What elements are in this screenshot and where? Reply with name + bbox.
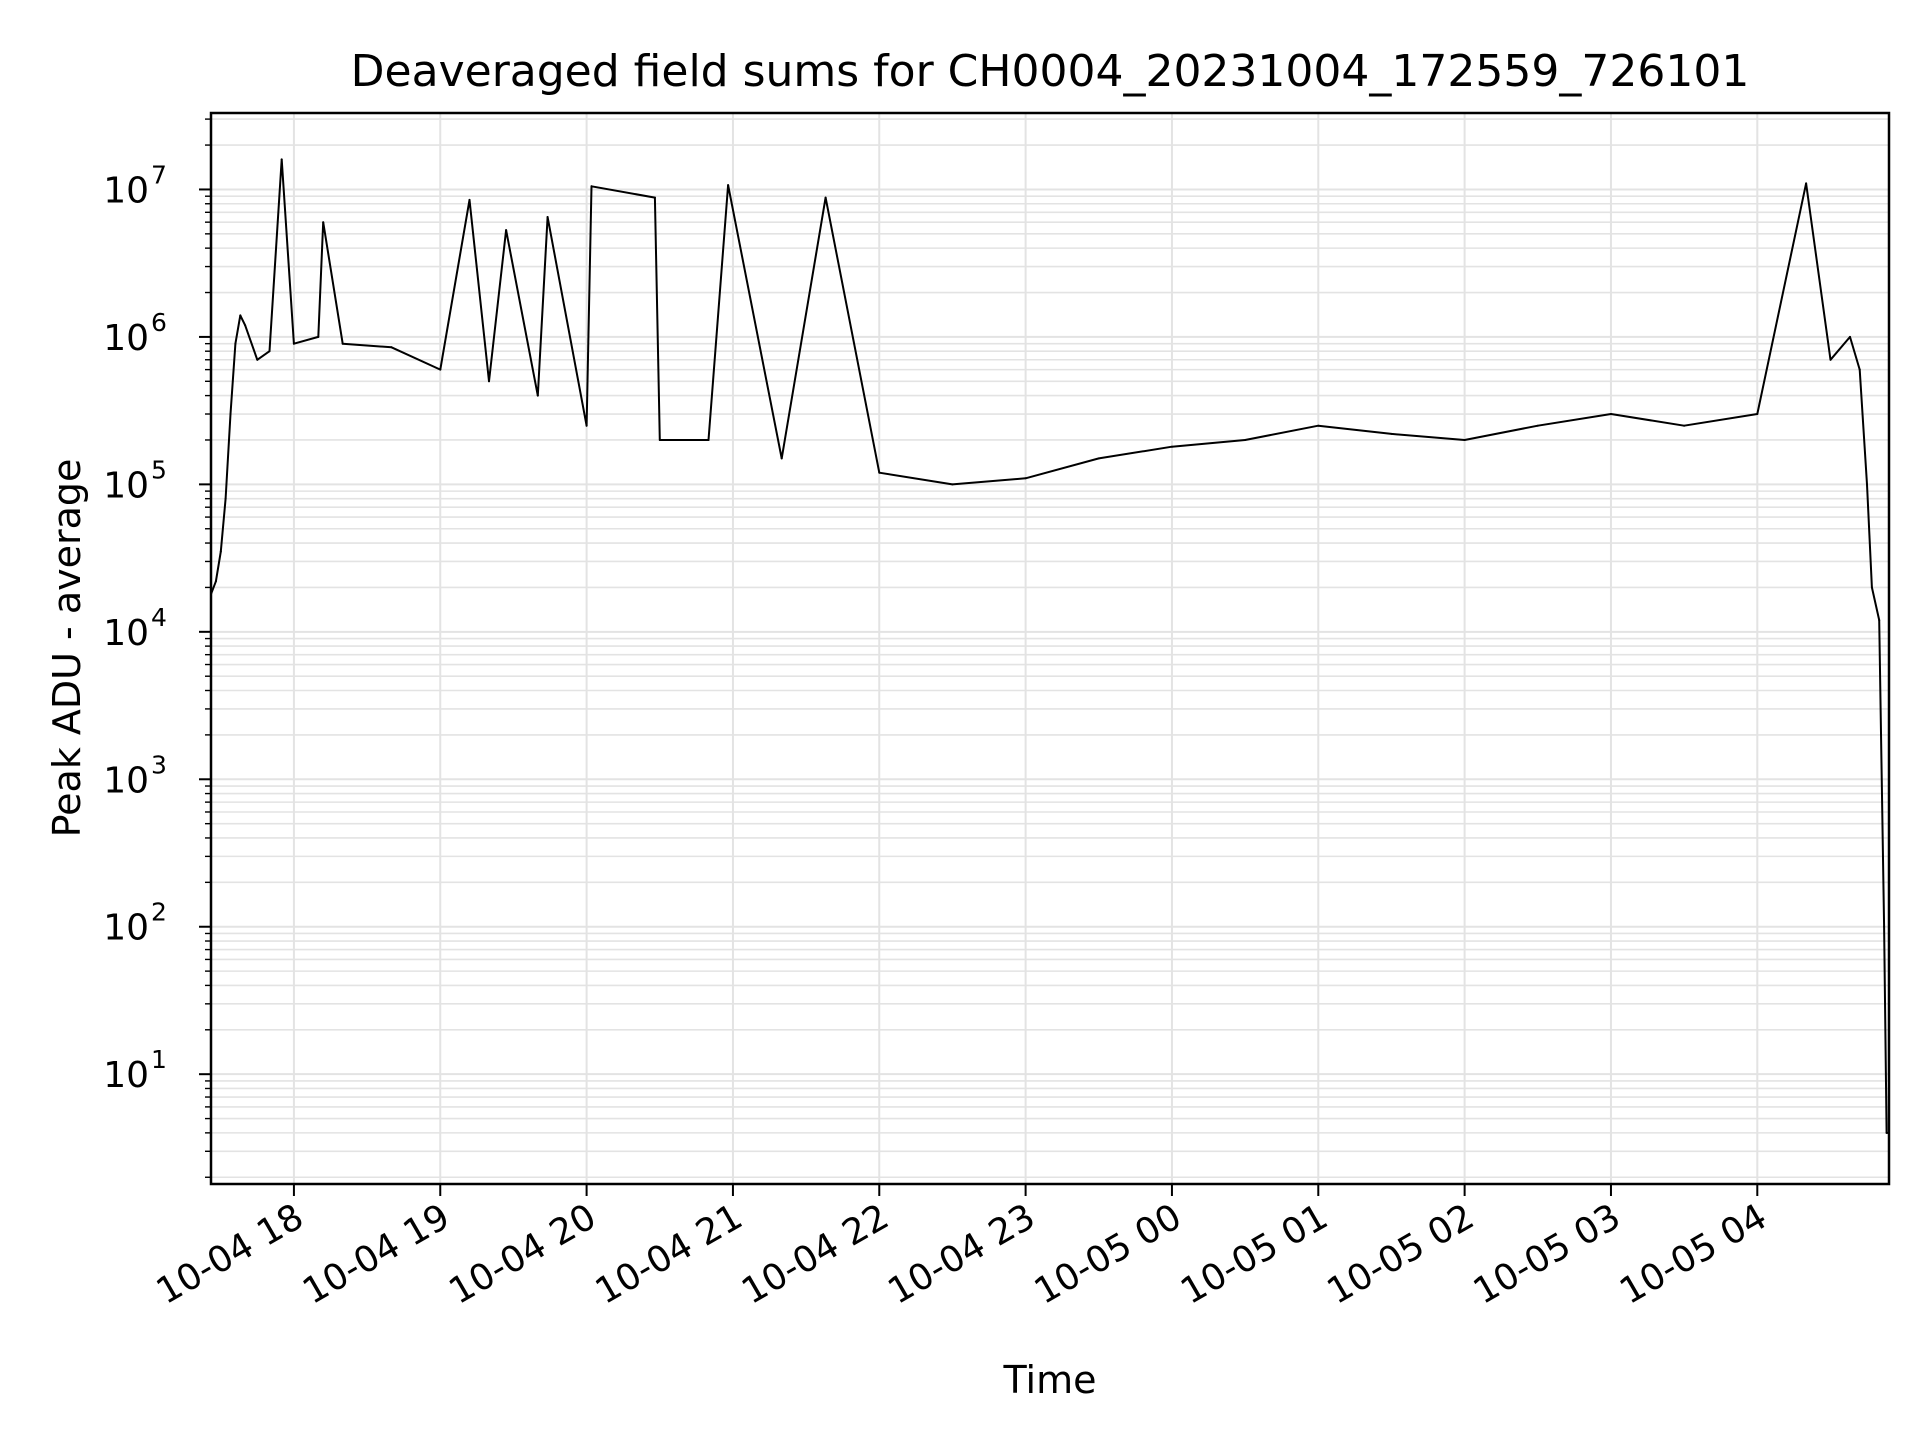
data-point [390, 346, 393, 349]
data-point [1878, 619, 1881, 622]
data-point [1317, 424, 1320, 427]
y-tick-label: 10 3 [103, 750, 167, 801]
y-tick-exponent: 1 [151, 1045, 167, 1074]
data-point [322, 221, 325, 224]
y-tick-base: 10 [103, 465, 149, 506]
data-point [1463, 439, 1466, 441]
y-tick-base: 10 [103, 613, 149, 654]
data-point [727, 184, 730, 187]
data-point [219, 550, 222, 553]
data-point [653, 196, 656, 199]
data-point [229, 413, 232, 415]
data-point [280, 158, 283, 161]
y-tick-exponent: 5 [151, 455, 167, 484]
data-point [546, 216, 549, 218]
chart-title: Deaveraged field sums for CH0004_2023100… [351, 46, 1750, 97]
data-point [1610, 413, 1612, 415]
data-point [1849, 335, 1851, 338]
data-point [1390, 432, 1393, 435]
y-tick-label: 10 2 [103, 898, 167, 949]
data-point [590, 185, 593, 188]
data-point [239, 314, 242, 317]
data-point [234, 342, 237, 345]
y-tick-base: 10 [103, 318, 149, 359]
data-point [468, 198, 471, 201]
y-tick-exponent: 3 [151, 750, 167, 779]
data-point [268, 350, 271, 353]
data-point [439, 368, 442, 371]
data-point [1756, 413, 1759, 415]
data-point [1536, 424, 1539, 427]
data-point [824, 196, 827, 199]
data-point [1097, 457, 1100, 460]
data-point [878, 471, 881, 474]
y-tick-base: 10 [103, 908, 149, 949]
y-tick-label: 10 5 [103, 455, 167, 506]
data-point [658, 439, 661, 441]
data-point [224, 497, 227, 500]
data-point [317, 335, 320, 338]
data-point [256, 358, 259, 361]
y-tick-exponent: 2 [151, 898, 167, 927]
data-point [536, 394, 539, 397]
data-point [1683, 424, 1686, 427]
data-point [585, 424, 588, 427]
y-tick-exponent: 7 [151, 160, 167, 189]
y-tick-exponent: 6 [151, 308, 167, 337]
y-axis-label: Peak ADU - average [45, 459, 89, 838]
data-point [951, 483, 954, 486]
data-point [488, 380, 490, 383]
y-tick-label: 10 4 [103, 603, 167, 654]
data-point [341, 342, 344, 345]
y-tick-base: 10 [103, 1055, 149, 1096]
data-point [292, 342, 295, 345]
data-point [707, 439, 710, 441]
y-tick-label: 10 6 [103, 308, 167, 359]
data-point [1170, 445, 1173, 448]
data-point [1805, 182, 1808, 185]
y-tick-base: 10 [103, 170, 149, 211]
y-tick-label: 10 7 [103, 160, 167, 211]
y-tick-base: 10 [103, 760, 149, 801]
data-point [1829, 358, 1832, 361]
data-point [1024, 477, 1027, 480]
data-point [1244, 439, 1247, 441]
data-point [1885, 1131, 1888, 1134]
plot-frame [209, 111, 1891, 1186]
data-point [244, 324, 247, 327]
y-tick-exponent: 4 [151, 603, 167, 632]
data-point [1883, 925, 1886, 928]
data-point [1870, 586, 1873, 589]
data-point [214, 580, 217, 583]
data-point [1858, 368, 1861, 371]
y-tick-label: 10 1 [103, 1045, 167, 1096]
data-point [1866, 483, 1868, 486]
x-axis-label: Time [1003, 1358, 1097, 1402]
data-point [780, 457, 783, 460]
data-point [505, 229, 508, 232]
